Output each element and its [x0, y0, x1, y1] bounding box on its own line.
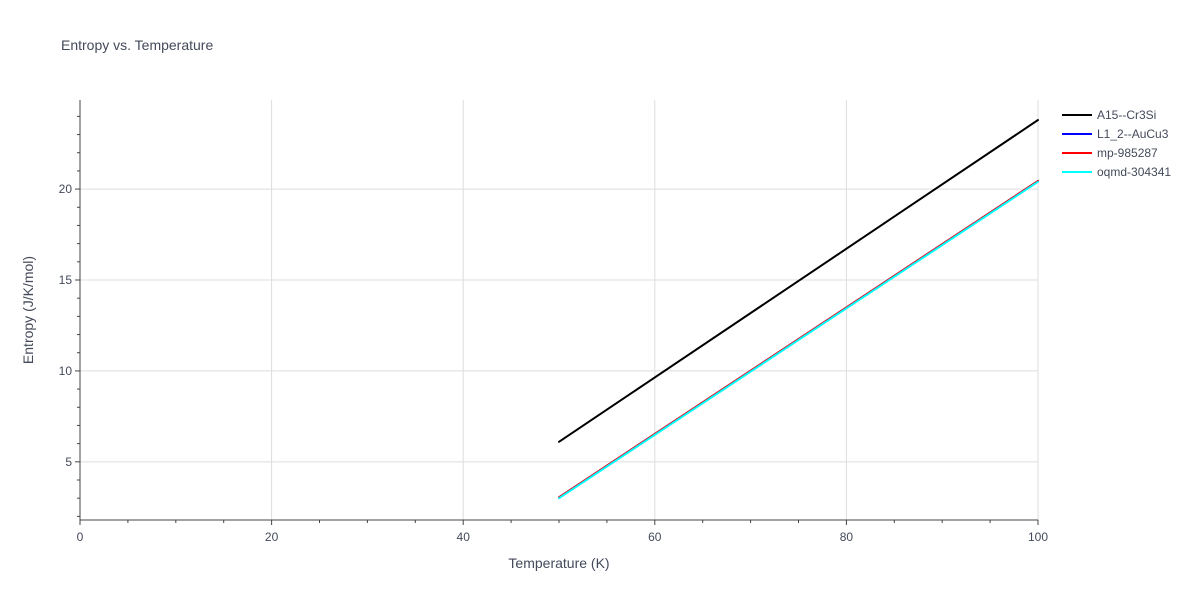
legend[interactable]: A15--Cr3Si L1_2--AuCu3 mp-985287 oqmd-30434… — [1062, 108, 1171, 179]
legend-label: A15--Cr3Si — [1097, 108, 1156, 122]
x-tick-label: 20 — [265, 530, 279, 544]
y-tick-label: 5 — [65, 455, 72, 469]
chart-title: Entropy vs. Temperature — [61, 37, 213, 53]
legend-label: mp-985287 — [1097, 146, 1158, 160]
y-tick-label: 15 — [59, 273, 73, 287]
y-tick-label: 10 — [59, 364, 73, 378]
tick-labels: 0 20 40 60 80 100 5 10 15 20 — [59, 182, 1049, 544]
legend-item[interactable]: A15--Cr3Si — [1062, 108, 1156, 122]
legend-item[interactable]: mp-985287 — [1062, 146, 1158, 160]
axes — [75, 100, 1039, 525]
grid-lines — [80, 100, 1039, 520]
legend-item[interactable]: L1_2--AuCu3 — [1062, 127, 1169, 141]
x-tick-label: 60 — [648, 530, 662, 544]
series-line-oqmd-304341 — [558, 180, 1039, 500]
x-tick-label: 40 — [457, 530, 471, 544]
x-tick-label: 80 — [840, 530, 854, 544]
y-tick-label: 20 — [59, 182, 73, 196]
y-axis-title: Entropy (J/K/mol) — [20, 256, 36, 364]
legend-label: oqmd-304341 — [1097, 165, 1171, 179]
legend-item[interactable]: oqmd-304341 — [1062, 165, 1171, 179]
x-tick-label: 100 — [1028, 530, 1048, 544]
legend-label: L1_2--AuCu3 — [1097, 127, 1169, 141]
x-tick-label: 0 — [77, 530, 84, 544]
series-line-a15-cr3si — [558, 119, 1039, 443]
data-series — [558, 119, 1039, 500]
x-axis-title: Temperature (K) — [508, 555, 609, 571]
